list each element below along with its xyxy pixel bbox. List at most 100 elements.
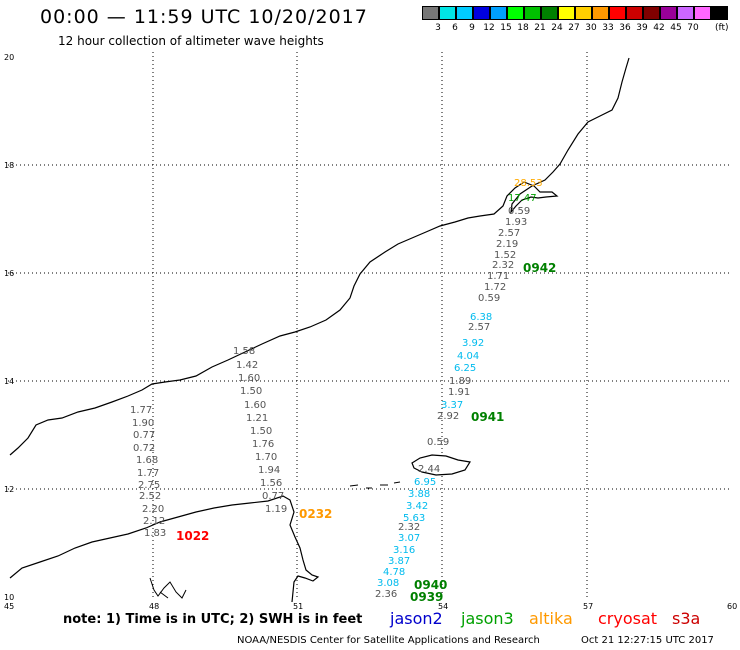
grid-lines <box>8 52 731 600</box>
legend-label: 24 <box>551 23 563 33</box>
legend-swatch <box>524 6 541 20</box>
swh-label: 1.71 <box>487 271 509 282</box>
legend-swatch <box>558 6 575 20</box>
legend-label: 18 <box>517 23 529 33</box>
y-tick-label: 14 <box>4 377 14 386</box>
swh-label: 0.59 <box>427 437 449 448</box>
legend-unit: (ft) <box>715 23 729 33</box>
swh-label: 0.72 <box>133 443 155 454</box>
swh-label: 4.04 <box>457 351 479 362</box>
satellite-jason3: jason3 <box>461 609 514 628</box>
footer-note: note: 1) Time is in UTC; 2) SWH is in fe… <box>63 612 363 627</box>
swh-label: 3.16 <box>393 545 415 556</box>
y-tick-label: 12 <box>4 485 14 494</box>
swh-label: 1.83 <box>144 528 166 539</box>
legend-label: 21 <box>534 23 546 33</box>
legend-label: 33 <box>602 23 614 33</box>
swh-label: 1.42 <box>236 360 258 371</box>
swh-label: 3.08 <box>377 578 399 589</box>
map-subtitle: 12 hour collection of altimeter wave hei… <box>58 34 324 48</box>
swh-label: 2.12 <box>143 516 165 527</box>
swh-label: 1.68 <box>136 455 158 466</box>
swh-label: 6.25 <box>454 363 476 374</box>
pass-time-label: 0942 <box>523 261 556 275</box>
swh-label: 2.32 <box>492 260 514 271</box>
swh-label: 2.32 <box>398 522 420 533</box>
swh-label: 1.76 <box>252 439 274 450</box>
swh-label: 17.47 <box>508 193 537 204</box>
swh-label: 3.42 <box>406 501 428 512</box>
legend-swatch <box>490 6 507 20</box>
legend-label: 42 <box>653 23 665 33</box>
swh-label: 6.95 <box>414 477 436 488</box>
swh-label: 3.88 <box>408 489 430 500</box>
legend-label: 39 <box>636 23 648 33</box>
pass-time-label: 0939 <box>410 590 443 604</box>
swh-label: 2.57 <box>468 322 490 333</box>
legend-label: 9 <box>469 23 475 33</box>
pass-time-label: 0941 <box>471 410 504 424</box>
satellite-cryosat: cryosat <box>598 609 658 628</box>
satellite-jason2: jason2 <box>390 609 443 628</box>
swh-label: 2.92 <box>437 411 459 422</box>
swh-label: 0.77 <box>133 430 155 441</box>
swh-label: 2.44 <box>418 464 440 475</box>
swh-label: 3.37 <box>441 400 463 411</box>
y-tick-label: 10 <box>4 593 14 602</box>
legend-swatch <box>711 6 728 20</box>
legend-label: 12 <box>483 23 495 33</box>
swh-label: 1.58 <box>233 346 255 357</box>
coastline <box>9 57 630 603</box>
legend-label: 70 <box>687 23 699 33</box>
legend-swatch <box>507 6 524 20</box>
legend-label: 45 <box>670 23 682 33</box>
legend-swatch <box>473 6 490 20</box>
x-tick-label: 54 <box>438 602 448 611</box>
y-tick-label: 16 <box>4 269 14 278</box>
swh-label: 2.57 <box>498 228 520 239</box>
legend-label: 6 <box>452 23 458 33</box>
y-tick-label: 18 <box>4 161 14 170</box>
swh-label: 1.94 <box>258 465 280 476</box>
x-tick-label: 48 <box>149 602 159 611</box>
swh-label: 1.21 <box>246 413 268 424</box>
legend-label: 3 <box>435 23 441 33</box>
swh-label: 1.93 <box>505 217 527 228</box>
timestamp: Oct 21 12:27:15 UTC 2017 <box>581 635 714 646</box>
legend-swatch <box>643 6 660 20</box>
x-tick-label: 45 <box>4 602 14 611</box>
swh-label: 2.52 <box>139 491 161 502</box>
x-tick-label: 60 <box>727 602 737 611</box>
legend-label: 27 <box>568 23 580 33</box>
swh-label: 0.59 <box>508 206 530 217</box>
legend-label: 30 <box>585 23 597 33</box>
legend-swatch <box>541 6 558 20</box>
satellite-altika: altika <box>529 609 573 628</box>
swh-label: 1.19 <box>265 504 287 515</box>
swh-label: 2.19 <box>496 239 518 250</box>
swh-label: 3.92 <box>462 338 484 349</box>
x-tick-label: 57 <box>583 602 593 611</box>
satellite-s3a: s3a <box>672 609 701 628</box>
legend-swatch <box>609 6 626 20</box>
swh-label: 0.77 <box>262 491 284 502</box>
pass-time-label: 0232 <box>299 507 332 521</box>
credit-line: NOAA/NESDIS Center for Satellite Applica… <box>237 635 540 646</box>
y-tick-label: 20 <box>4 53 14 62</box>
swh-label: 2.20 <box>142 504 164 515</box>
swh-label: 1.90 <box>132 418 154 429</box>
swh-label: 1.72 <box>484 282 506 293</box>
wave-height-labels: 1.58 1.42 1.60 1.50 1.60 1.21 1.50 1.76 1.70 1.94… <box>130 178 556 604</box>
legend-swatch <box>626 6 643 20</box>
swh-label: 1.89 <box>449 376 471 387</box>
legend-swatch <box>422 6 439 20</box>
swh-label: 1.60 <box>238 373 260 384</box>
legend-swatch <box>694 6 711 20</box>
swh-label: 1.56 <box>260 478 282 489</box>
swh-label: 2.36 <box>375 589 397 600</box>
swh-label: 3.87 <box>388 556 410 567</box>
x-tick-label: 51 <box>293 602 303 611</box>
legend-label: 36 <box>619 23 631 33</box>
